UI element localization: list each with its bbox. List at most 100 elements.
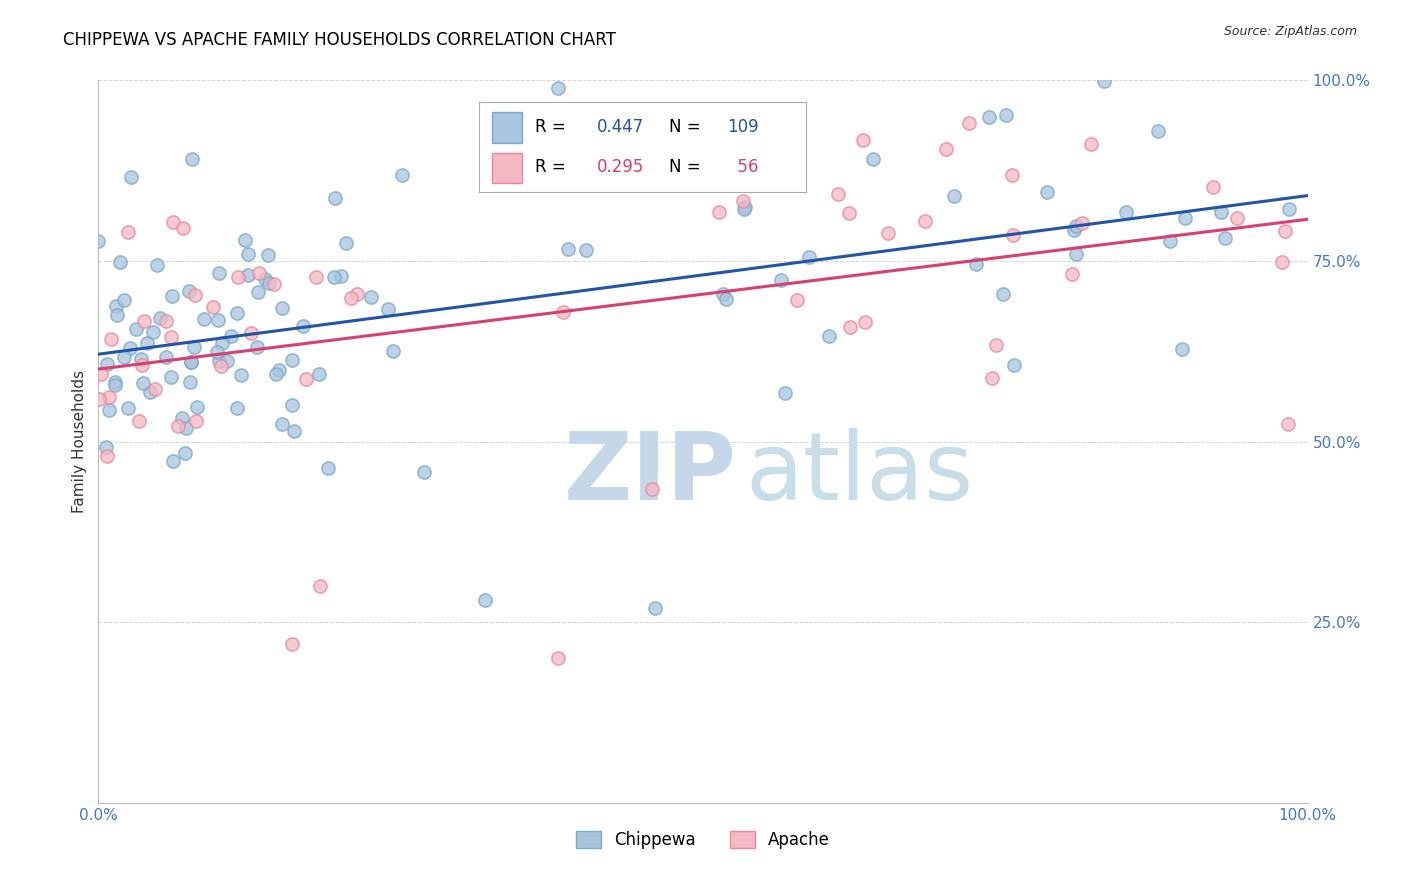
Point bbox=[323, 191, 346, 205]
Point bbox=[323, 269, 346, 284]
Point bbox=[112, 293, 135, 307]
Point bbox=[733, 202, 755, 216]
Point bbox=[103, 377, 125, 392]
Point bbox=[799, 250, 821, 264]
Point bbox=[993, 286, 1015, 301]
Text: ZIP: ZIP bbox=[564, 428, 737, 520]
Point bbox=[247, 267, 270, 281]
Point bbox=[316, 460, 339, 475]
Point bbox=[575, 243, 598, 257]
Point bbox=[281, 353, 304, 368]
Point bbox=[827, 186, 849, 201]
Point bbox=[547, 81, 569, 95]
Point bbox=[1215, 231, 1237, 245]
Point bbox=[1277, 202, 1299, 217]
Point bbox=[641, 483, 664, 497]
Point bbox=[98, 390, 121, 404]
Point bbox=[131, 358, 153, 372]
Point bbox=[233, 233, 256, 247]
Text: CHIPPEWA VS APACHE FAMILY HOUSEHOLDS CORRELATION CHART: CHIPPEWA VS APACHE FAMILY HOUSEHOLDS COR… bbox=[63, 31, 616, 49]
Point bbox=[167, 419, 190, 434]
Point bbox=[96, 449, 118, 463]
Point bbox=[709, 205, 731, 219]
Point bbox=[1060, 267, 1083, 281]
Point bbox=[862, 152, 884, 166]
Point bbox=[1115, 205, 1137, 219]
Point bbox=[162, 454, 184, 468]
Point bbox=[281, 637, 304, 651]
Point bbox=[149, 311, 172, 326]
Point bbox=[208, 353, 231, 368]
Point bbox=[215, 354, 238, 368]
Point bbox=[193, 312, 215, 326]
Point bbox=[1159, 234, 1181, 248]
Y-axis label: Family Households: Family Households bbox=[72, 370, 87, 513]
Point bbox=[1036, 185, 1059, 199]
Point bbox=[202, 300, 225, 314]
Point bbox=[139, 384, 162, 399]
Point bbox=[263, 277, 285, 292]
Point bbox=[770, 273, 793, 287]
Point bbox=[1002, 358, 1025, 372]
Point bbox=[129, 352, 152, 367]
Point bbox=[391, 168, 413, 182]
Point bbox=[474, 593, 496, 607]
Point bbox=[295, 371, 318, 385]
Point bbox=[266, 367, 288, 381]
Point bbox=[1211, 205, 1233, 219]
Point bbox=[943, 188, 966, 202]
Point bbox=[132, 376, 155, 390]
Point bbox=[1202, 180, 1225, 194]
Point bbox=[211, 336, 233, 351]
Point bbox=[162, 288, 184, 302]
Point bbox=[240, 326, 263, 340]
Point bbox=[229, 368, 252, 382]
Point bbox=[160, 330, 183, 344]
Point bbox=[181, 152, 204, 166]
Point bbox=[96, 440, 118, 454]
Point bbox=[1066, 219, 1088, 233]
Point bbox=[160, 370, 183, 384]
Point bbox=[382, 343, 405, 358]
Point bbox=[174, 421, 197, 435]
Point bbox=[90, 367, 112, 381]
Point bbox=[733, 194, 755, 208]
Point bbox=[1070, 217, 1092, 231]
Point bbox=[1092, 74, 1115, 88]
Point bbox=[257, 276, 280, 290]
Point bbox=[155, 314, 177, 328]
Point bbox=[256, 247, 278, 261]
Point bbox=[741, 165, 763, 179]
Point bbox=[412, 466, 434, 480]
Point bbox=[292, 319, 315, 334]
Point bbox=[557, 243, 579, 257]
Point bbox=[226, 401, 249, 415]
Point bbox=[180, 355, 202, 369]
Point bbox=[1277, 417, 1299, 431]
Point bbox=[1001, 168, 1024, 182]
Point bbox=[174, 446, 197, 460]
Point bbox=[1274, 224, 1296, 238]
Point bbox=[186, 414, 208, 428]
Point bbox=[330, 268, 353, 283]
Point bbox=[270, 301, 292, 316]
Legend: Chippewa, Apache: Chippewa, Apache bbox=[569, 824, 837, 856]
Point bbox=[110, 255, 132, 269]
Point bbox=[1063, 223, 1085, 237]
Point bbox=[180, 355, 202, 369]
Point bbox=[551, 304, 574, 318]
Point bbox=[132, 314, 155, 328]
Point bbox=[644, 600, 666, 615]
Point bbox=[981, 370, 1004, 384]
Point bbox=[238, 247, 260, 261]
Point bbox=[238, 268, 260, 283]
Point bbox=[360, 289, 382, 303]
Point bbox=[208, 266, 231, 280]
Point bbox=[89, 392, 111, 407]
Point bbox=[734, 200, 756, 214]
Point bbox=[209, 359, 232, 374]
Point bbox=[135, 336, 157, 351]
Point bbox=[246, 341, 269, 355]
Point bbox=[145, 258, 167, 272]
Point bbox=[253, 272, 276, 286]
